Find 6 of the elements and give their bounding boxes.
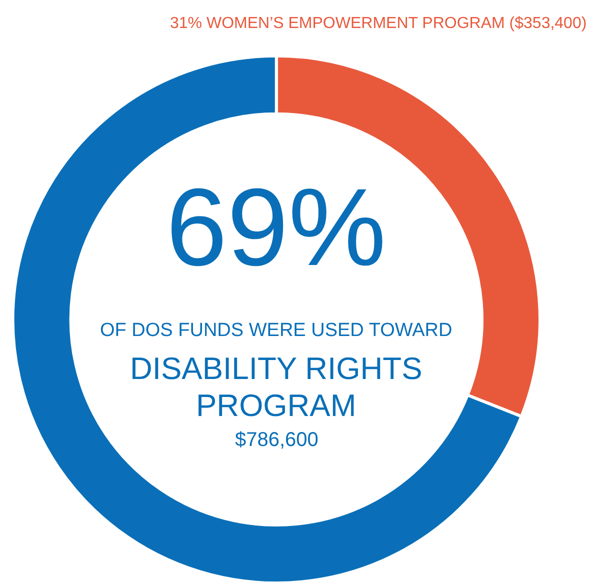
text: DISABILITY RIGHTS [130,351,422,386]
text: 69% [166,166,386,289]
text: $786,600 [235,429,318,451]
text: PROGRAM [196,388,356,423]
data-label: 31% WOMEN’S EMPOWERMENT PROGRAM ($353,400) [170,15,587,32]
text: OF DOS FUNDS WERE USED TOWARD [100,320,452,341]
